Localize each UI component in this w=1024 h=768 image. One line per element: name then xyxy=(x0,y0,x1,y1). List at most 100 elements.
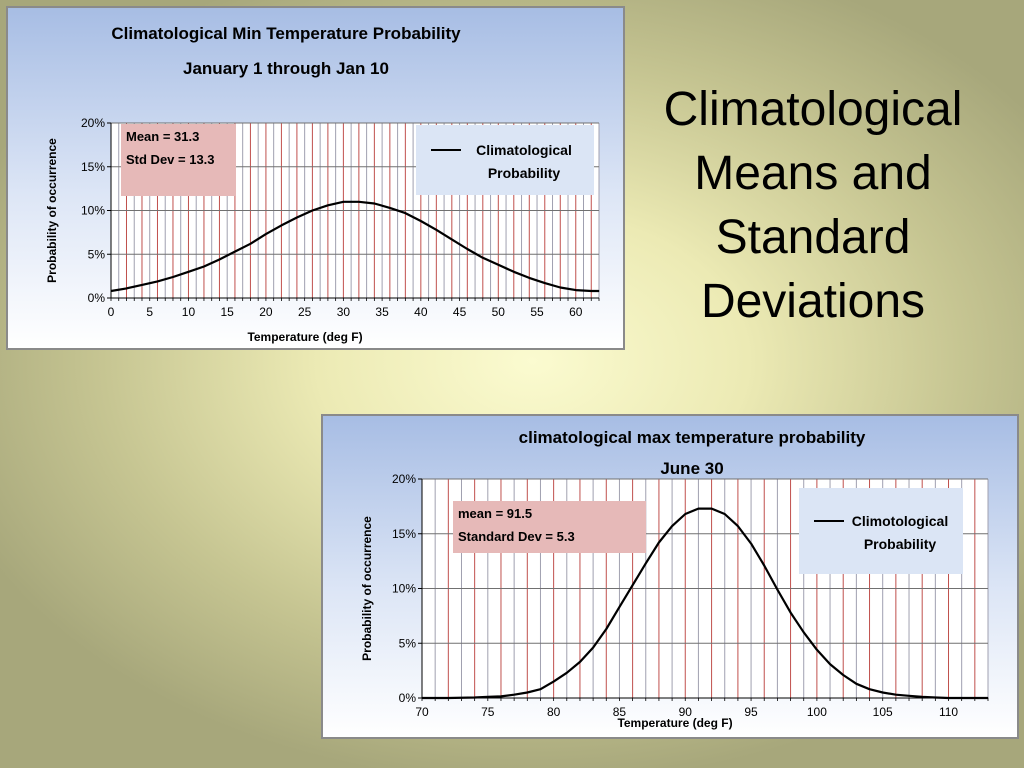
data-point xyxy=(528,277,530,279)
x-tick-label: 15 xyxy=(221,305,235,319)
y-tick-label: 5% xyxy=(399,636,417,650)
data-point xyxy=(482,257,484,259)
data-point xyxy=(921,696,923,698)
data-point xyxy=(592,647,594,649)
min-annotation-line: Std Dev = 13.3 xyxy=(126,152,215,167)
data-point xyxy=(934,697,936,698)
data-point xyxy=(829,663,831,665)
y-tick-label: 15% xyxy=(81,160,105,174)
data-point xyxy=(451,238,453,240)
slide-title-line-3: Standard xyxy=(715,211,911,264)
x-tick-label: 10 xyxy=(182,305,196,319)
max-chart-title: climatological max temperature probabili… xyxy=(519,428,866,447)
data-point xyxy=(466,248,468,250)
y-tick-label: 10% xyxy=(392,582,416,596)
data-point xyxy=(684,513,686,515)
data-point xyxy=(575,289,577,291)
data-point xyxy=(513,694,515,696)
x-tick-label: 80 xyxy=(547,705,561,719)
min-temperature-chart: Climatological Min Temperature Probabili… xyxy=(6,6,625,350)
data-point xyxy=(249,243,251,245)
data-point xyxy=(855,683,857,685)
data-point xyxy=(203,266,205,267)
data-point xyxy=(157,280,158,282)
max-y-axis-label: Probability of occurrence xyxy=(360,516,374,661)
x-tick-label: 20 xyxy=(259,305,273,319)
data-point xyxy=(566,672,568,674)
x-tick-label: 50 xyxy=(492,305,506,319)
data-point xyxy=(311,210,313,211)
data-point xyxy=(218,259,220,260)
data-point xyxy=(590,290,592,292)
x-tick-label: 55 xyxy=(530,305,544,319)
data-point xyxy=(559,287,561,288)
max-annotation-box xyxy=(453,501,646,553)
x-tick-label: 85 xyxy=(613,705,627,719)
x-tick-label: 90 xyxy=(679,705,693,719)
data-point xyxy=(697,508,699,510)
x-tick-label: 45 xyxy=(453,305,467,319)
x-tick-label: 100 xyxy=(807,705,827,719)
min-annotation-line: Mean = 31.3 xyxy=(126,129,199,144)
data-point xyxy=(737,525,739,527)
data-point xyxy=(172,276,174,278)
y-tick-label: 20% xyxy=(392,472,416,486)
max-legend-label: Climotological xyxy=(852,513,948,529)
data-point xyxy=(435,229,437,231)
max-x-axis-label: Temperature (deg F) xyxy=(617,716,732,730)
max-legend-label: Probability xyxy=(864,536,937,552)
min-x-axis-label: Temperature (deg F) xyxy=(247,330,362,344)
min-chart-title: Climatological Min Temperature Probabili… xyxy=(111,24,461,43)
x-tick-label: 0 xyxy=(108,305,115,319)
x-tick-label: 75 xyxy=(481,705,495,719)
data-point xyxy=(447,697,449,699)
slide-title: Climatological Means and Standard Deviat… xyxy=(628,78,998,334)
min-legend-label: Probability xyxy=(488,165,561,181)
min-legend-label: Climatological xyxy=(476,142,572,158)
data-point xyxy=(974,697,976,699)
x-tick-label: 60 xyxy=(569,305,583,319)
data-point xyxy=(632,584,634,586)
data-point xyxy=(605,628,607,630)
data-point xyxy=(126,287,127,289)
data-point xyxy=(110,290,112,292)
data-point xyxy=(711,508,713,510)
data-point xyxy=(513,271,515,273)
data-point xyxy=(389,207,391,209)
data-point xyxy=(645,562,647,564)
x-tick-label: 25 xyxy=(298,305,312,319)
data-point xyxy=(987,697,989,699)
max-temperature-chart-svg: climatological max temperature probabili… xyxy=(360,428,989,730)
data-point xyxy=(342,201,344,203)
data-point xyxy=(141,284,143,286)
y-tick-label: 20% xyxy=(81,116,105,130)
y-tick-label: 5% xyxy=(88,247,106,261)
x-tick-label: 40 xyxy=(414,305,428,319)
data-point xyxy=(869,688,870,690)
data-point xyxy=(420,220,422,222)
data-point xyxy=(474,697,476,698)
data-point xyxy=(750,543,752,545)
max-annotation-line: Standard Dev = 5.3 xyxy=(458,529,575,544)
min-chart-subtitle: January 1 through Jan 10 xyxy=(183,59,389,78)
data-point xyxy=(188,271,189,273)
max-temperature-chart: climatological max temperature probabili… xyxy=(321,414,1019,739)
data-point xyxy=(908,695,910,697)
data-point xyxy=(579,661,581,663)
data-point xyxy=(553,681,555,683)
min-legend-box xyxy=(416,125,594,195)
data-point xyxy=(234,251,236,253)
slide-title-line-2: Means and xyxy=(694,147,932,200)
max-series-line xyxy=(422,507,988,700)
data-point xyxy=(296,217,298,218)
data-point xyxy=(540,688,541,690)
data-point xyxy=(544,282,546,284)
data-point xyxy=(500,695,502,697)
x-tick-label: 30 xyxy=(337,305,351,319)
data-point xyxy=(895,694,897,696)
slide-title-line-1: Climatological xyxy=(663,83,963,136)
x-tick-label: 95 xyxy=(744,705,758,719)
data-point xyxy=(327,204,329,206)
x-tick-label: 5 xyxy=(146,305,153,319)
data-point xyxy=(421,697,423,699)
